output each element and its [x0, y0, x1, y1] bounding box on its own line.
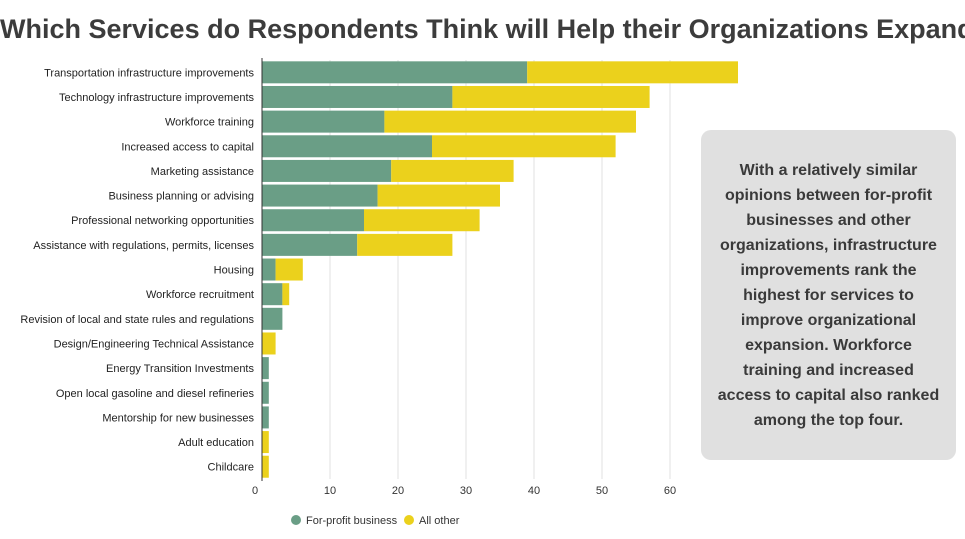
category-label: Housing	[214, 265, 254, 277]
bar-all-other	[364, 209, 480, 232]
legend-swatch-all-other	[404, 515, 414, 525]
category-label: Childcare	[208, 462, 254, 474]
category-label: Workforce training	[165, 117, 254, 129]
bar-all-other	[282, 283, 290, 306]
bar-all-other	[452, 85, 650, 108]
legend-label-for-profit: For-profit business	[306, 515, 398, 527]
bar-all-other	[377, 184, 500, 207]
bar-for-profit	[262, 110, 385, 133]
category-label: Mentorship for new businesses	[102, 412, 254, 424]
bar-for-profit	[262, 381, 269, 404]
category-label: Energy Transition Investments	[106, 363, 254, 375]
bar-for-profit	[262, 159, 392, 182]
bar-for-profit	[262, 209, 364, 232]
bar-for-profit	[262, 307, 283, 330]
bar-all-other	[275, 258, 303, 281]
callout-box: With a relatively similar opinions betwe…	[701, 130, 956, 460]
bar-all-other	[262, 332, 276, 355]
bars	[262, 61, 738, 478]
x-tick-label: 10	[324, 485, 336, 497]
bar-all-other	[357, 233, 453, 256]
bar-all-other	[527, 61, 738, 84]
callout-text: With a relatively similar opinions betwe…	[717, 161, 940, 429]
category-label: Open local gasoline and diesel refinerie…	[56, 388, 255, 400]
bar-all-other	[432, 135, 616, 158]
category-label: Technology infrastructure improvements	[59, 92, 255, 104]
category-label: Marketing assistance	[151, 166, 254, 178]
category-label: Design/Engineering Technical Assistance	[54, 338, 254, 350]
legend-label-all-other: All other	[419, 515, 460, 527]
legend-swatch-for-profit	[291, 515, 301, 525]
bar-for-profit	[262, 61, 528, 84]
category-label: Business planning or advising	[108, 191, 254, 203]
category-label: Assistance with regulations, permits, li…	[33, 240, 254, 252]
chart-title: Which Services do Respondents Think will…	[0, 14, 965, 44]
bar-for-profit	[262, 283, 283, 306]
bar-for-profit	[262, 233, 358, 256]
bar-all-other	[262, 455, 269, 478]
category-label: Professional networking opportunities	[71, 215, 254, 227]
bar-for-profit	[262, 85, 453, 108]
category-label: Transportation infrastructure improvemen…	[44, 67, 254, 79]
x-tick-label: 60	[664, 485, 676, 497]
bar-for-profit	[262, 135, 432, 158]
axes: 0 10 20 30 40 50 60 Transportation infrastructu…	[20, 58, 676, 497]
bar-for-profit	[262, 406, 269, 429]
bar-all-other	[391, 159, 514, 182]
x-tick-label: 40	[528, 485, 540, 497]
bar-all-other	[262, 431, 269, 454]
category-label: Increased access to capital	[121, 141, 254, 153]
legend: For-profit business All other	[291, 515, 460, 527]
bar-for-profit	[262, 184, 378, 207]
x-tick-label: 0	[252, 485, 258, 497]
x-tick-label: 20	[392, 485, 404, 497]
category-label: Workforce recruitment	[146, 289, 254, 301]
bar-for-profit	[262, 258, 276, 281]
category-label: Adult education	[178, 437, 254, 449]
x-tick-label: 50	[596, 485, 608, 497]
category-label: Revision of local and state rules and re…	[20, 314, 254, 326]
bar-all-other	[384, 110, 636, 133]
bar-for-profit	[262, 357, 269, 380]
x-tick-label: 30	[460, 485, 472, 497]
